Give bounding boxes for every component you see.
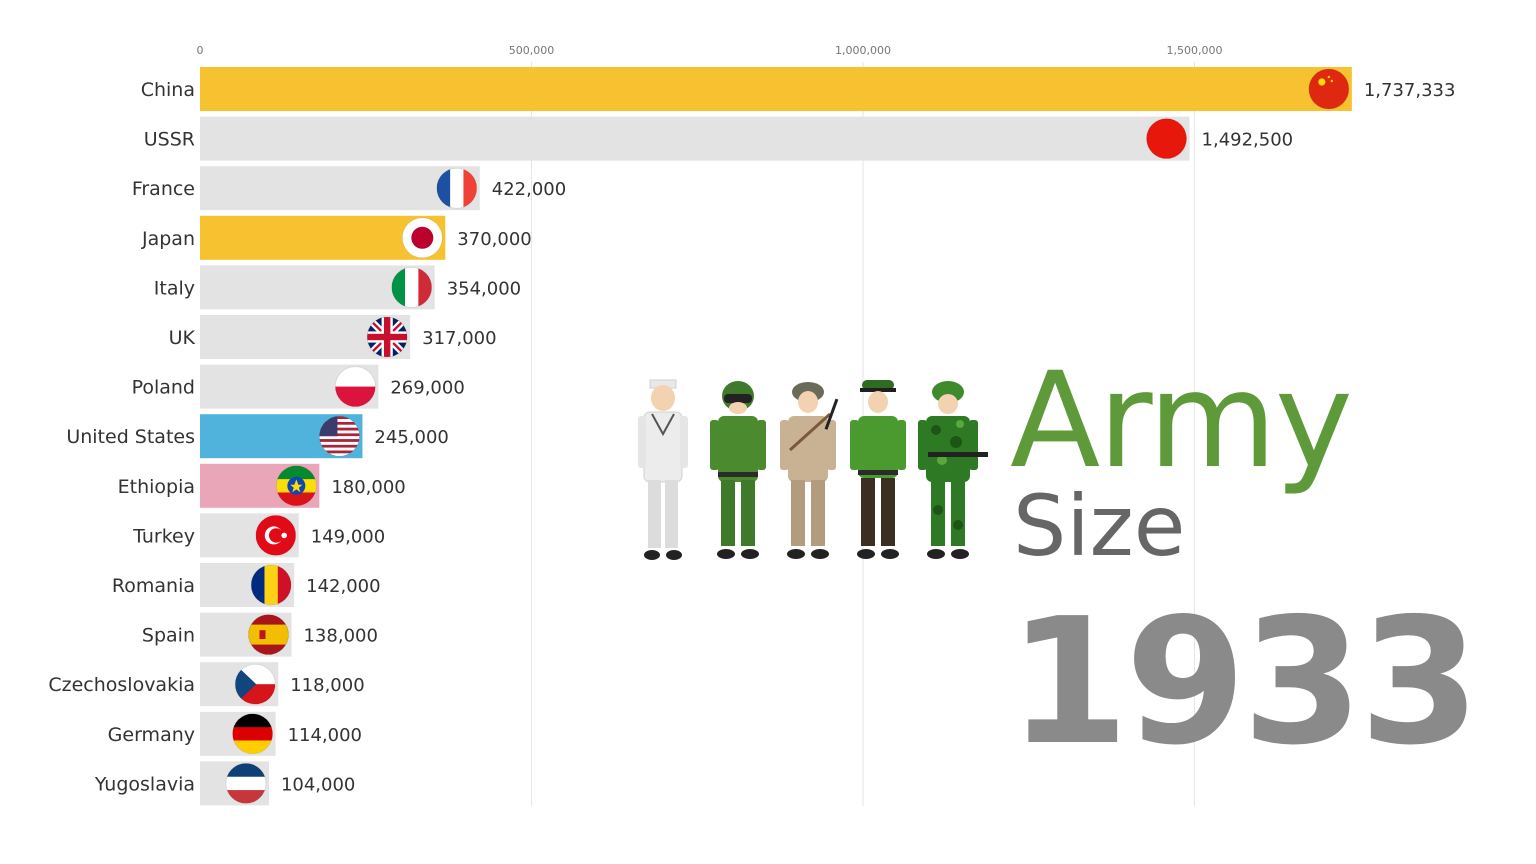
x-tick-label: 500,000 — [509, 44, 555, 57]
value-label: 317,000 — [422, 328, 496, 349]
bar — [200, 166, 480, 211]
value-label: 114,000 — [288, 725, 362, 746]
value-label: 138,000 — [303, 626, 377, 647]
category-label: USSR — [144, 129, 195, 151]
bar — [200, 116, 1190, 161]
ethiopia-flag-icon — [275, 465, 317, 507]
title-size: Size — [1013, 477, 1186, 575]
value-label: 354,000 — [447, 278, 521, 299]
japan-flag-icon — [401, 217, 443, 259]
x-tick-label: 1,000,000 — [835, 44, 891, 57]
soldiers-illustration — [638, 379, 988, 560]
czechoslovakia-flag-icon — [234, 663, 276, 705]
value-label: 142,000 — [306, 576, 380, 597]
category-label: France — [132, 178, 195, 200]
category-label: Romania — [112, 575, 195, 597]
value-label: 422,000 — [492, 179, 566, 200]
value-label: 149,000 — [311, 526, 385, 547]
value-label: 180,000 — [331, 477, 405, 498]
category-label: Ethiopia — [118, 476, 195, 498]
infantry-icon — [780, 382, 839, 559]
value-label: 269,000 — [390, 378, 464, 399]
category-label: Turkey — [132, 525, 195, 547]
sailor-icon — [638, 379, 688, 560]
china-flag-icon — [1308, 68, 1350, 110]
turkey-flag-icon — [255, 514, 297, 556]
value-label: 118,000 — [290, 675, 364, 696]
value-label: 1,737,333 — [1364, 80, 1456, 101]
poland-flag-icon — [334, 366, 376, 408]
value-label: 245,000 — [374, 427, 448, 448]
category-label: Czechoslovakia — [48, 674, 195, 696]
title-army: Army — [1010, 344, 1353, 498]
year-label: 1933 — [1008, 581, 1480, 784]
value-label: 104,000 — [281, 774, 355, 795]
yugoslavia-flag-icon — [225, 762, 267, 804]
category-label: Italy — [154, 277, 195, 299]
italy-flag-icon — [391, 266, 433, 308]
value-label: 370,000 — [457, 229, 531, 250]
bar — [200, 67, 1352, 111]
romania-flag-icon — [250, 564, 292, 606]
france-flag-icon — [436, 167, 478, 209]
category-label: Japan — [141, 228, 195, 250]
pilot-icon — [710, 381, 766, 559]
category-label: Poland — [132, 377, 195, 399]
category-label: UK — [169, 327, 196, 349]
x-tick-label: 1,500,000 — [1167, 44, 1223, 57]
category-label: Yugoslavia — [94, 773, 195, 795]
category-label: United States — [66, 426, 195, 448]
category-label: Germany — [108, 724, 195, 746]
usa-flag-icon — [318, 415, 360, 457]
uk-flag-icon — [366, 316, 408, 358]
camouflage-soldier-icon — [918, 381, 988, 559]
officer-icon — [850, 380, 906, 559]
x-tick-label: 0 — [197, 44, 204, 57]
category-label: China — [141, 79, 195, 101]
spain-flag-icon — [247, 614, 289, 656]
category-label: Spain — [142, 625, 195, 647]
germany-flag-icon — [232, 713, 274, 755]
value-label: 1,492,500 — [1202, 130, 1294, 151]
ussr-flag-icon — [1146, 118, 1188, 160]
